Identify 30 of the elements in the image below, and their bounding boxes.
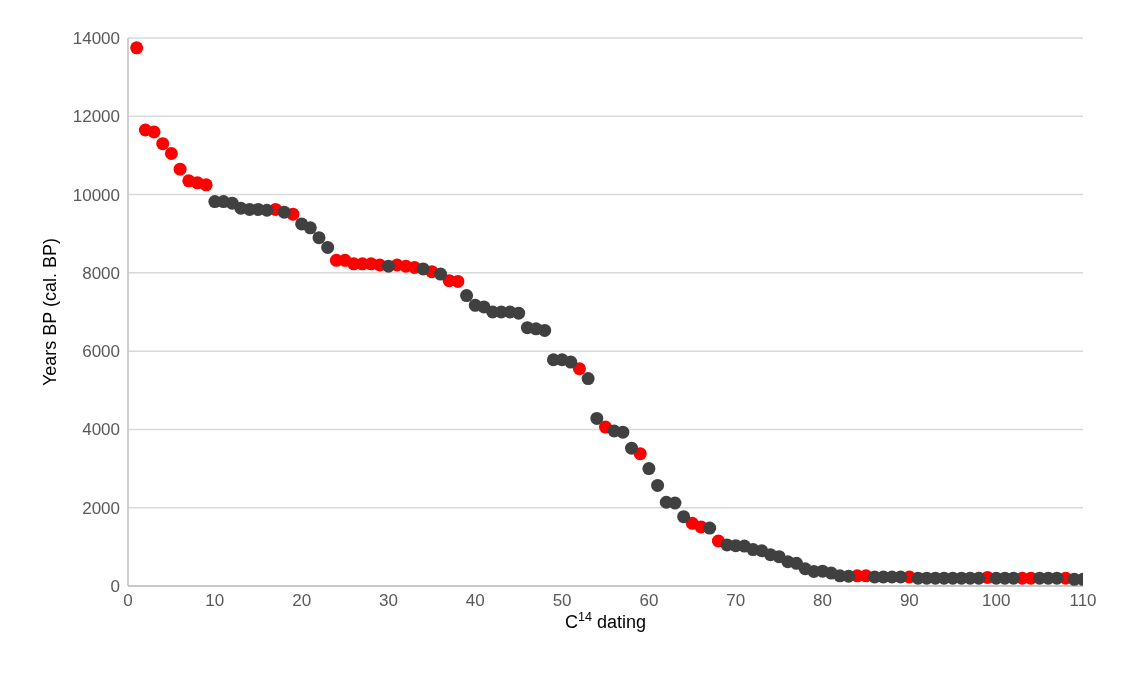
point (130, 41, 144, 55)
y-tick-label: 4000 (82, 420, 120, 440)
point (572, 362, 586, 376)
x-tick-label: 60 (639, 591, 659, 611)
x-tick-label: 90 (899, 591, 919, 611)
point (451, 274, 465, 288)
x-tick-label: 100 (981, 591, 1011, 611)
y-tick-label: 0 (110, 577, 120, 597)
x-tick-label: 20 (292, 591, 312, 611)
x-tick-label: 50 (552, 591, 572, 611)
x-tick-label: 30 (378, 591, 398, 611)
x-tick-label: 0 (123, 591, 133, 611)
y-tick-label: 10000 (72, 185, 120, 205)
point (156, 137, 170, 151)
y-tick-label: 12000 (72, 107, 120, 127)
y-tick-label: 14000 (72, 29, 120, 49)
y-tick-label: 2000 (82, 498, 120, 518)
x-tick-label: 10 (205, 591, 225, 611)
point (199, 178, 213, 192)
x-tick-label: 40 (465, 591, 485, 611)
x-tick-label: 80 (813, 591, 833, 611)
point (173, 162, 187, 176)
point (164, 146, 178, 160)
y-axis-title: Years BP (cal. BP) (40, 237, 60, 387)
y-tick-label: 6000 (82, 342, 120, 362)
point (147, 125, 161, 139)
x-tick-label: 110 (1069, 591, 1097, 611)
x-tick-label: 70 (726, 591, 746, 611)
x-axis-title: C$^{14}$ dating (564, 610, 647, 632)
y-tick-label: 8000 (82, 263, 120, 283)
